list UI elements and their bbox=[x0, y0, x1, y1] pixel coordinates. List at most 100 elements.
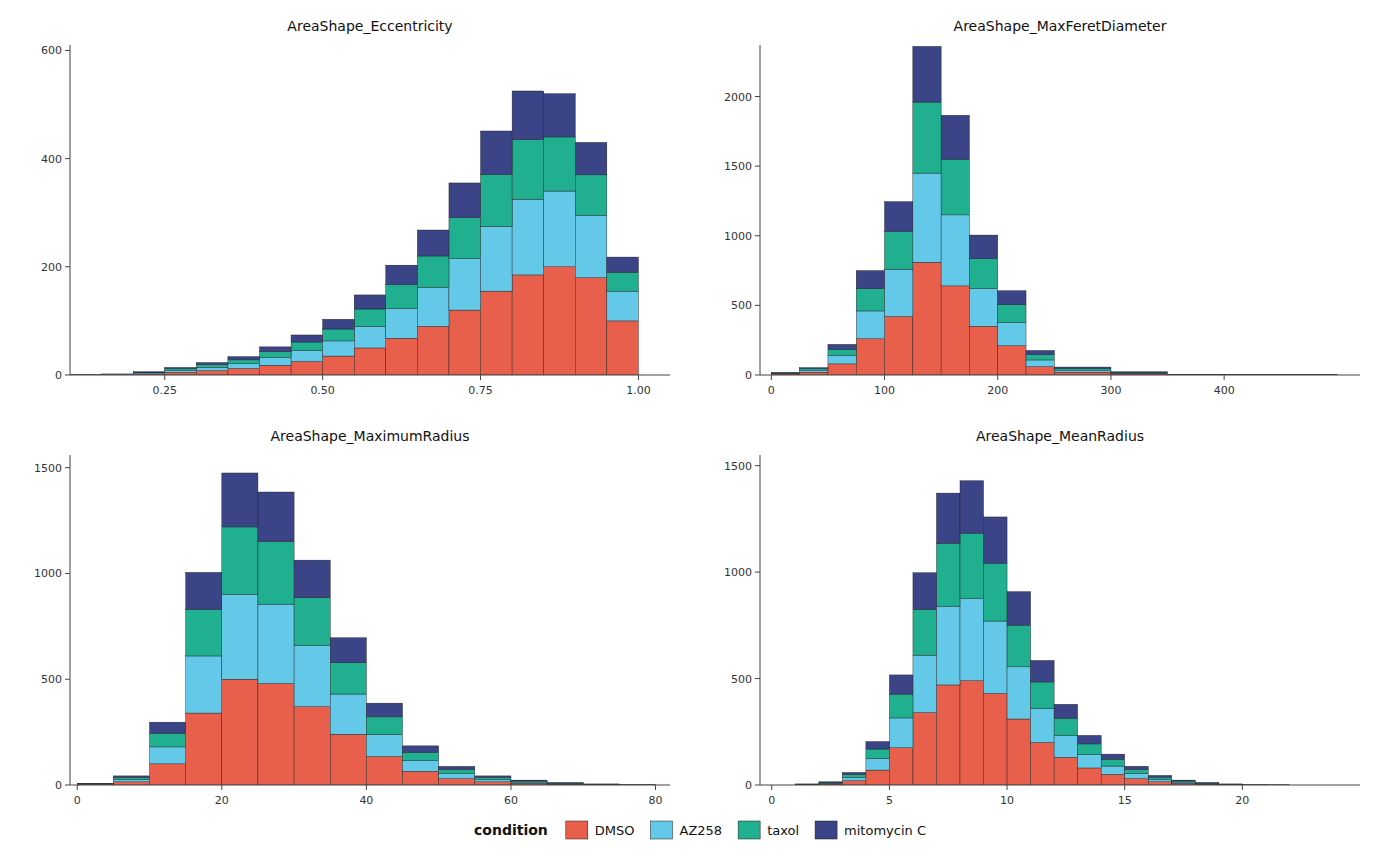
bar bbox=[800, 370, 828, 372]
bar bbox=[889, 718, 913, 748]
y-tick-label: 0 bbox=[55, 779, 62, 792]
panel-title: AreaShape_MaxFeretDiameter bbox=[954, 18, 1167, 34]
bar bbox=[222, 527, 258, 595]
y-tick-label: 1000 bbox=[724, 566, 752, 579]
bars bbox=[771, 46, 1337, 375]
x-tick-label: 0 bbox=[768, 794, 775, 807]
bar bbox=[113, 779, 149, 782]
bar bbox=[1125, 774, 1149, 779]
bar bbox=[150, 733, 186, 747]
bar bbox=[969, 289, 997, 327]
bar bbox=[941, 215, 969, 286]
bar bbox=[1078, 735, 1102, 744]
bar bbox=[1101, 774, 1125, 785]
legend-swatch bbox=[566, 821, 588, 839]
bar bbox=[354, 309, 386, 326]
bar bbox=[1031, 660, 1055, 682]
bar bbox=[575, 142, 607, 174]
bar bbox=[795, 783, 819, 784]
bar bbox=[941, 286, 969, 375]
y-tick bbox=[65, 266, 70, 267]
bar bbox=[417, 256, 449, 287]
bar bbox=[294, 645, 330, 706]
x-tick bbox=[1110, 375, 1111, 380]
bar bbox=[386, 308, 418, 338]
bar bbox=[1031, 709, 1055, 743]
x-tick bbox=[322, 375, 323, 380]
bar bbox=[1111, 373, 1168, 375]
bar bbox=[481, 174, 513, 226]
x-tick bbox=[1224, 375, 1225, 380]
bar bbox=[771, 372, 799, 373]
bar bbox=[819, 781, 843, 783]
bar bbox=[330, 734, 366, 785]
bar bbox=[842, 772, 866, 774]
y-axis bbox=[70, 455, 71, 785]
bar bbox=[291, 335, 323, 342]
bar bbox=[885, 317, 913, 375]
x-tick bbox=[77, 785, 78, 790]
bar bbox=[294, 707, 330, 785]
y-tick bbox=[755, 166, 760, 167]
bar bbox=[366, 734, 402, 756]
bar bbox=[866, 742, 890, 749]
bar bbox=[228, 360, 260, 364]
bar bbox=[1054, 757, 1078, 785]
panel: AreaShape_MaximumRadius02040608005001000… bbox=[34, 428, 670, 807]
bar bbox=[1054, 736, 1078, 758]
bar bbox=[913, 655, 937, 712]
bar bbox=[889, 748, 913, 785]
bars bbox=[70, 91, 638, 375]
y-tick bbox=[65, 785, 70, 786]
bar bbox=[1148, 777, 1172, 779]
y-tick bbox=[755, 235, 760, 236]
y-tick bbox=[65, 158, 70, 159]
y-tick bbox=[65, 50, 70, 51]
x-tick-label: 0 bbox=[74, 794, 81, 807]
bar bbox=[856, 289, 884, 311]
bar bbox=[885, 202, 913, 232]
bar bbox=[354, 295, 386, 309]
bar bbox=[913, 46, 941, 102]
bar bbox=[1101, 766, 1125, 774]
bar bbox=[1195, 783, 1219, 785]
y-tick-label: 0 bbox=[55, 369, 62, 382]
bar bbox=[366, 703, 402, 717]
bar bbox=[511, 780, 547, 782]
bar bbox=[547, 783, 583, 785]
bar bbox=[449, 259, 481, 310]
bar bbox=[1054, 367, 1111, 368]
bar bbox=[583, 783, 619, 784]
bar bbox=[323, 356, 355, 375]
y-tick bbox=[755, 305, 760, 306]
bar bbox=[1054, 718, 1078, 735]
bar bbox=[1026, 355, 1054, 360]
bar bbox=[941, 115, 969, 159]
figure: AreaShape_Eccentricity0.250.500.751.0002… bbox=[0, 0, 1400, 865]
bar bbox=[439, 779, 475, 785]
bar bbox=[544, 267, 576, 375]
y-tick-label: 1500 bbox=[724, 460, 752, 473]
y-tick bbox=[65, 679, 70, 680]
bar bbox=[386, 285, 418, 309]
bar bbox=[1219, 783, 1243, 784]
bar bbox=[607, 257, 639, 272]
bar bbox=[439, 774, 475, 779]
bar bbox=[196, 365, 228, 368]
y-axis bbox=[760, 455, 761, 785]
bar bbox=[889, 675, 913, 694]
bar bbox=[1111, 372, 1168, 374]
bar bbox=[481, 226, 513, 291]
legend-label: mitomycin C bbox=[844, 823, 926, 838]
bar bbox=[936, 493, 960, 543]
bar bbox=[133, 373, 165, 374]
bar bbox=[259, 347, 291, 352]
bar bbox=[228, 369, 260, 375]
x-tick bbox=[771, 375, 772, 380]
x-tick bbox=[655, 785, 656, 790]
bar bbox=[1078, 768, 1102, 785]
bar bbox=[828, 349, 856, 355]
y-tick-label: 200 bbox=[41, 261, 62, 274]
bar bbox=[1101, 754, 1125, 759]
bar bbox=[936, 685, 960, 785]
